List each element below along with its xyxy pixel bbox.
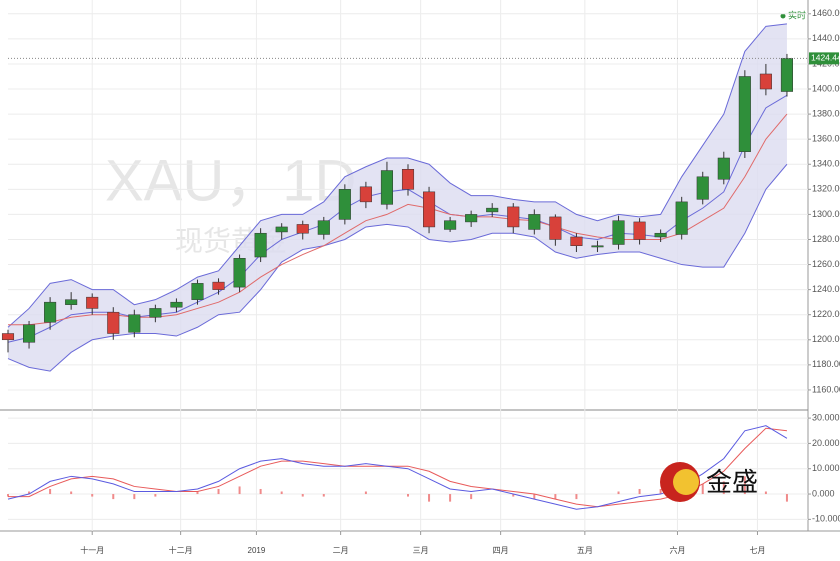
candle-body <box>465 214 478 223</box>
y-tick-label: 1240.00 <box>812 284 840 294</box>
y-tick-label: 30.000 <box>812 412 840 422</box>
candle-body <box>254 232 267 258</box>
watermark: XAU，1D <box>105 148 356 213</box>
x-tick-label: 四月 <box>493 546 509 555</box>
candle-body <box>1 333 15 341</box>
candle-body <box>675 201 688 235</box>
y-tick-label: 1160.00 <box>812 384 840 394</box>
candle-body <box>696 176 709 200</box>
y-tick-label: 1320.00 <box>812 184 840 194</box>
candle-body <box>612 220 625 245</box>
y-tick-label: 1380.00 <box>812 108 840 118</box>
macd-line <box>7 425 788 510</box>
last-price-label: 1424.44 <box>811 53 840 63</box>
x-tick-label: 七月 <box>749 546 765 555</box>
candle-body <box>275 226 288 233</box>
y-tick-label: 0.000 <box>812 488 835 498</box>
candle-body <box>401 169 415 190</box>
candle-body <box>359 186 372 203</box>
candle-body <box>780 58 793 92</box>
legend-dot <box>780 13 786 19</box>
y-tick-label: 1400.00 <box>812 83 840 93</box>
candle-body <box>170 301 183 308</box>
y-tick-label: 1180.00 <box>812 359 840 369</box>
x-tick-label: 六月 <box>669 545 685 555</box>
candle-body <box>86 296 99 309</box>
x-tick-label: 2019 <box>248 546 266 555</box>
legend-label: 实时 <box>788 9 806 20</box>
candle-body <box>444 220 457 230</box>
candle-body <box>65 299 78 305</box>
y-tick-label: 20.000 <box>812 438 840 448</box>
y-tick-label: 1440.00 <box>812 33 840 43</box>
x-tick-label: 十一月 <box>80 545 104 555</box>
band-upper <box>7 23 788 328</box>
candle-body <box>759 73 772 90</box>
band-lower <box>7 163 788 372</box>
candle-body <box>549 216 562 240</box>
signal-line <box>8 427 788 508</box>
candle-body <box>212 281 225 290</box>
y-tick-label: -10.000 <box>812 514 840 524</box>
candle-body <box>591 245 604 248</box>
candle-body <box>233 258 246 288</box>
candle-body <box>380 170 393 205</box>
candle-body <box>528 214 541 230</box>
logo-inner <box>673 469 699 495</box>
logo-text: 金盛 <box>706 467 758 497</box>
y-tick-label: 1360.00 <box>812 134 840 144</box>
last-price-box <box>809 52 839 65</box>
x-tick-label: 五月 <box>577 546 593 555</box>
y-tick-label: 1280.00 <box>812 234 840 244</box>
candle-body <box>317 220 330 235</box>
candle-body <box>128 314 141 333</box>
candle-body <box>654 232 667 238</box>
candle-body <box>149 308 162 318</box>
y-tick-label: 1460.00 <box>812 8 840 18</box>
candle-body <box>423 191 436 228</box>
candle-body <box>570 236 583 246</box>
y-tick-label: 1260.00 <box>812 259 840 269</box>
x-tick-label: 十二月 <box>169 545 193 555</box>
x-tick-label: 二月 <box>333 546 349 555</box>
x-tick-label: 三月 <box>413 546 429 555</box>
candle-body <box>738 76 751 152</box>
candle-body <box>296 224 309 234</box>
candle-body <box>338 189 351 220</box>
candle-body <box>633 221 646 240</box>
y-tick-label: 1340.00 <box>812 159 840 169</box>
candle-body <box>191 283 204 300</box>
candle-body <box>717 157 730 180</box>
candle-body <box>107 311 120 334</box>
y-tick-label: 1220.00 <box>812 309 840 319</box>
logo: 金盛 <box>660 462 758 502</box>
candle-body <box>486 207 499 213</box>
y-tick-label: 10.000 <box>812 463 840 473</box>
y-tick-label: 1300.00 <box>812 209 840 219</box>
candle-body <box>44 301 57 323</box>
candle-body <box>507 206 520 228</box>
y-tick-label: 1200.00 <box>812 334 840 344</box>
candle-body <box>23 324 36 343</box>
